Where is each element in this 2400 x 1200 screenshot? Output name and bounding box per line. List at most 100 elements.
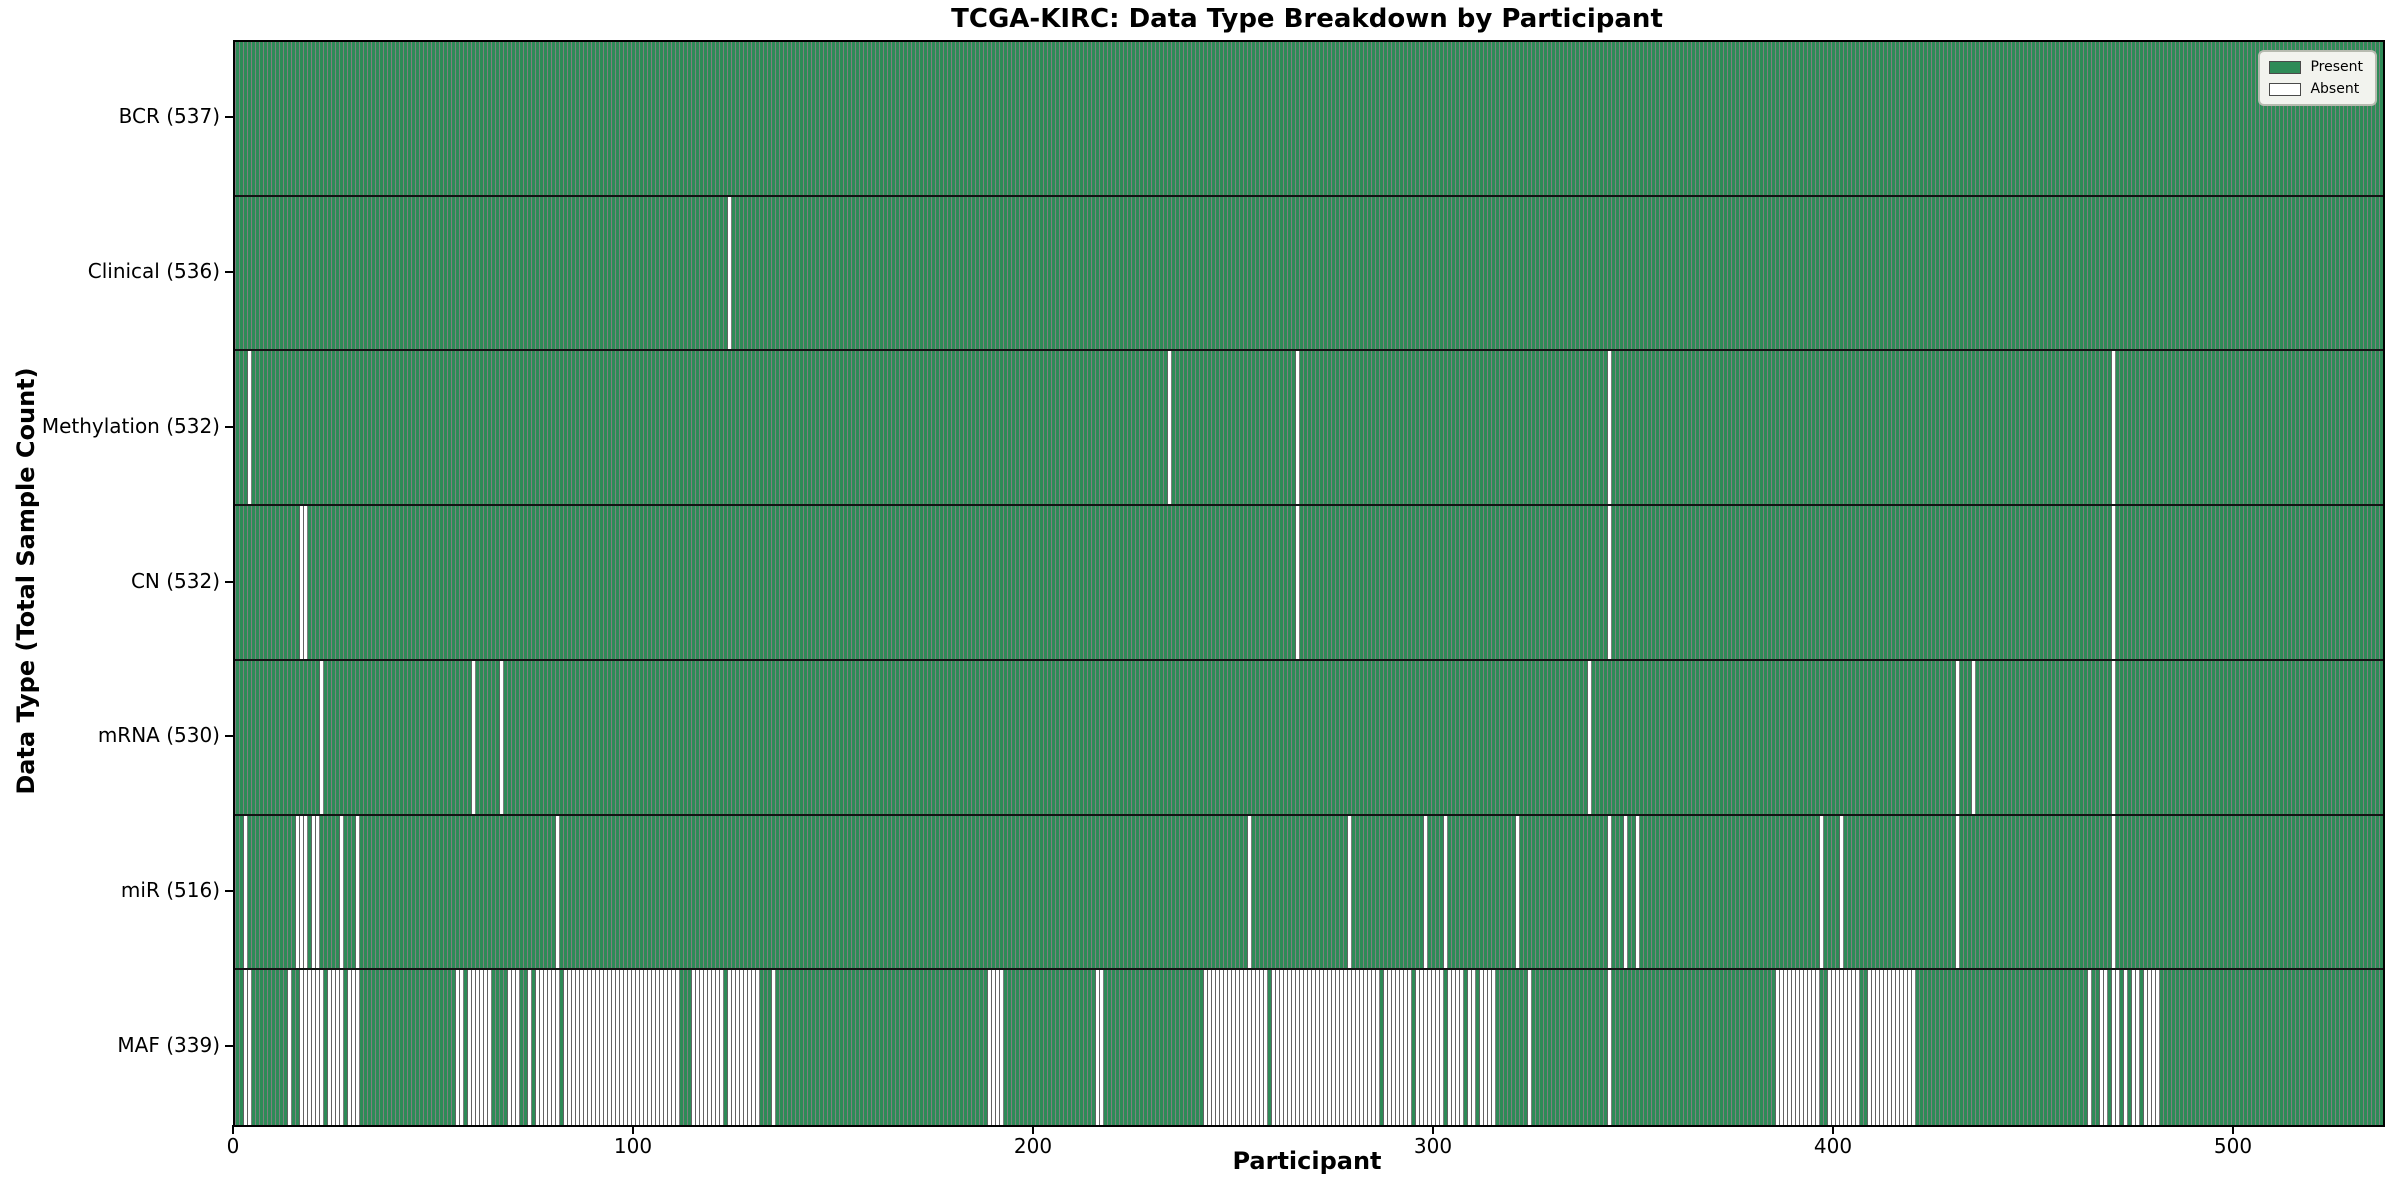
absent-stripe xyxy=(467,970,491,1125)
absent-stripe xyxy=(2123,970,2127,1125)
absent-stripe xyxy=(1775,970,1819,1125)
absent-stripe xyxy=(2111,351,2115,505)
absent-stripe xyxy=(1167,351,1171,505)
absent-stripe xyxy=(299,506,307,659)
absent-stripe xyxy=(563,970,679,1125)
absent-stripe xyxy=(1955,660,1959,814)
absent-stripe xyxy=(987,970,1003,1125)
y-tick-label: mRNA (530) xyxy=(97,723,220,748)
absent-stripe xyxy=(295,815,307,969)
x-tick-label: 400 xyxy=(1813,1134,1853,1158)
absent-stripe xyxy=(2111,506,2115,659)
absent-stripe xyxy=(242,970,251,1125)
absent-stripe xyxy=(311,815,319,969)
absent-stripe xyxy=(1247,815,1251,969)
y-tick-label: Methylation (532) xyxy=(41,413,220,438)
absent-stripe xyxy=(1839,815,1843,969)
absent-stripe xyxy=(1295,351,1299,505)
absent-stripe xyxy=(1587,660,1591,814)
absent-stripe xyxy=(2143,970,2159,1125)
legend-absent-label: Absent xyxy=(2310,81,2360,97)
absent-stripe xyxy=(2111,970,2119,1125)
absent-stripe xyxy=(2099,970,2107,1125)
absent-stripe xyxy=(1623,815,1627,969)
absent-stripe xyxy=(1955,815,1959,969)
y-tick-mark xyxy=(225,889,233,892)
x-tick-label: 300 xyxy=(1413,1134,1453,1158)
absent-stripe xyxy=(299,970,323,1125)
absent-stripe xyxy=(1347,815,1351,969)
absent-stripe xyxy=(2111,815,2115,969)
legend-entry-absent: Absent xyxy=(2269,81,2363,97)
absent-stripe xyxy=(2111,660,2115,814)
absent-stripe xyxy=(1607,815,1611,969)
absent-stripe xyxy=(507,970,519,1125)
y-tick-label: Clinical (536) xyxy=(87,259,220,284)
absent-stripe xyxy=(1607,970,1611,1125)
absent-stripe xyxy=(471,660,475,814)
x-tick-mark xyxy=(632,1125,634,1134)
absent-stripe xyxy=(1635,815,1639,969)
absent-stripe xyxy=(1383,970,1411,1125)
absent-stripe xyxy=(355,815,359,969)
absent-stripe xyxy=(1447,970,1463,1125)
absent-stripe xyxy=(339,815,343,969)
heatmap-row-cn xyxy=(235,506,2383,661)
absent-stripe xyxy=(527,970,531,1125)
y-tick-label: BCR (537) xyxy=(118,104,220,129)
absent-stripe xyxy=(1515,815,1519,969)
plot-area: Present Absent xyxy=(233,40,2385,1127)
y-tick-mark xyxy=(225,580,233,583)
legend-entry-present: Present xyxy=(2269,59,2363,75)
y-tick-label: MAF (339) xyxy=(117,1032,220,1057)
absent-swatch-icon xyxy=(2269,82,2302,96)
absent-stripe xyxy=(499,660,503,814)
absent-stripe xyxy=(1095,970,1103,1125)
x-tick-mark xyxy=(2232,1125,2234,1134)
y-tick-mark xyxy=(225,116,233,119)
x-tick-mark xyxy=(232,1125,234,1134)
x-tick-mark xyxy=(1032,1125,1034,1134)
y-tick-mark xyxy=(225,271,233,274)
absent-stripe xyxy=(2087,970,2091,1125)
absent-stripe xyxy=(1971,660,1975,814)
x-tick-label: 500 xyxy=(2213,1134,2253,1158)
y-tick-mark xyxy=(225,425,233,428)
heatmap-row-methylation xyxy=(235,351,2383,507)
heatmap-row-mrna xyxy=(235,660,2383,816)
absent-stripe xyxy=(2131,970,2139,1125)
absent-stripe xyxy=(247,351,251,505)
absent-stripe xyxy=(1295,506,1299,659)
absent-stripe xyxy=(287,970,291,1125)
absent-stripe xyxy=(1479,970,1495,1125)
legend: Present Absent xyxy=(2258,50,2377,106)
absent-stripe xyxy=(1819,815,1823,969)
y-tick-label: CN (532) xyxy=(130,568,220,593)
absent-stripe xyxy=(327,970,343,1125)
absent-stripe xyxy=(1423,815,1427,969)
x-tick-label: 200 xyxy=(1013,1134,1053,1158)
x-axis-label: Participant xyxy=(1232,1147,1382,1175)
absent-stripe xyxy=(1203,970,1267,1125)
y-tick-label: miR (516) xyxy=(120,877,220,902)
absent-stripe xyxy=(1607,351,1611,505)
absent-stripe xyxy=(1467,970,1475,1125)
heatmap-row-bcr xyxy=(235,42,2383,197)
absent-stripe xyxy=(1443,815,1447,969)
x-tick-label: 0 xyxy=(226,1134,240,1158)
heatmap-row-maf xyxy=(235,970,2383,1125)
absent-stripe xyxy=(771,970,775,1125)
present-swatch-icon xyxy=(2269,60,2302,74)
absent-stripe xyxy=(1827,970,1859,1125)
chart-title: TCGA-KIRC: Data Type Breakdown by Partic… xyxy=(951,4,1663,34)
absent-stripe xyxy=(691,970,723,1125)
x-tick-mark xyxy=(1832,1125,1834,1134)
absent-stripe xyxy=(1527,970,1531,1125)
y-tick-mark xyxy=(225,735,233,738)
y-tick-mark xyxy=(225,1044,233,1047)
absent-stripe xyxy=(242,815,247,969)
x-tick-mark xyxy=(1432,1125,1434,1134)
legend-present-label: Present xyxy=(2310,59,2363,75)
absent-stripe xyxy=(555,815,559,969)
